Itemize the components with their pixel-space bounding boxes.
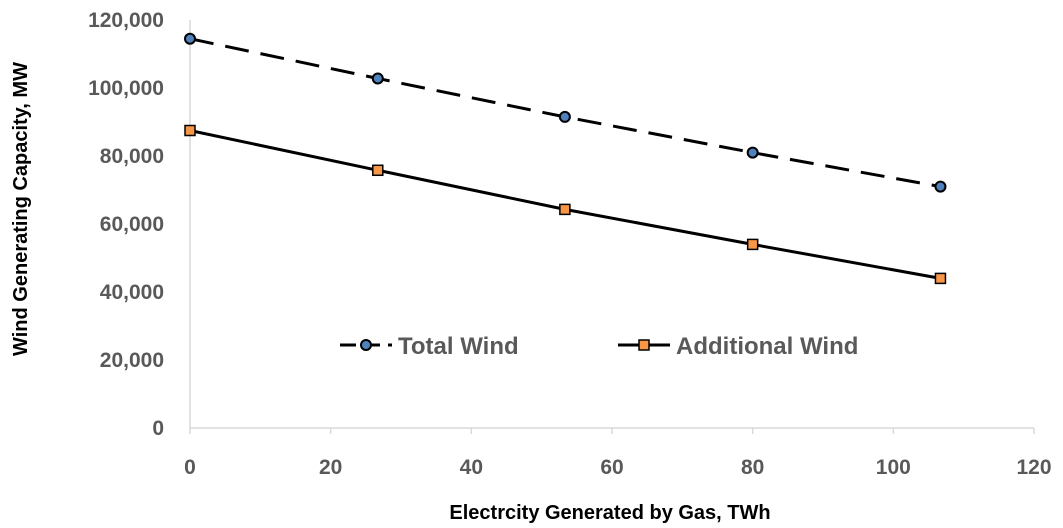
y-axis-title: Wind Generating Capacity, MW bbox=[10, 62, 32, 356]
axes bbox=[189, 20, 1034, 429]
x-tick-label: 40 bbox=[460, 456, 483, 479]
data-point-total-wind bbox=[371, 72, 384, 85]
x-tick-label: 80 bbox=[741, 456, 764, 479]
legend-marker-additional-wind bbox=[638, 339, 650, 351]
series-layer bbox=[184, 32, 947, 285]
x-tick-label: 20 bbox=[319, 456, 342, 479]
y-tick-label: 120,000 bbox=[88, 9, 164, 32]
data-point-additional-wind bbox=[559, 203, 571, 216]
x-tick-label: 100 bbox=[876, 456, 911, 479]
y-tick-label: 40,000 bbox=[100, 281, 164, 304]
x-tick-labels: 0 20 40 60 80 100 120 bbox=[184, 428, 1052, 479]
data-point-additional-wind bbox=[184, 124, 196, 137]
data-point-additional-wind bbox=[934, 272, 947, 285]
y-tick-label: 100,000 bbox=[88, 77, 164, 100]
legend-label-total-wind: Total Wind bbox=[398, 333, 519, 360]
data-point-total-wind bbox=[558, 110, 571, 123]
x-axis-title: Electrcity Generated by Gas, TWh bbox=[449, 502, 770, 524]
y-tick-label: 0 bbox=[152, 417, 164, 440]
legend-marker-total-wind bbox=[360, 339, 372, 351]
legend-item-additional-wind: Additional Wind bbox=[618, 333, 858, 360]
x-tick-label: 120 bbox=[1016, 456, 1051, 479]
x-tick-label: 60 bbox=[600, 456, 623, 479]
data-point-total-wind bbox=[934, 180, 947, 193]
legend-item-total-wind: Total Wind bbox=[340, 333, 519, 360]
legend-label-additional-wind: Additional Wind bbox=[676, 333, 858, 360]
data-point-total-wind bbox=[746, 146, 759, 159]
y-tick-label: 20,000 bbox=[100, 349, 164, 372]
y-tick-label: 60,000 bbox=[100, 213, 164, 236]
data-point-additional-wind bbox=[372, 164, 384, 177]
data-point-total-wind bbox=[184, 32, 196, 45]
data-point-additional-wind bbox=[746, 238, 759, 251]
y-tick-label: 80,000 bbox=[100, 145, 164, 168]
x-tick-label: 0 bbox=[184, 456, 196, 479]
y-tick-labels: 0 20,000 40,000 60,000 80,000 100,000 120,000 bbox=[88, 9, 164, 440]
legend: Total Wind Additional Wind bbox=[340, 333, 858, 360]
